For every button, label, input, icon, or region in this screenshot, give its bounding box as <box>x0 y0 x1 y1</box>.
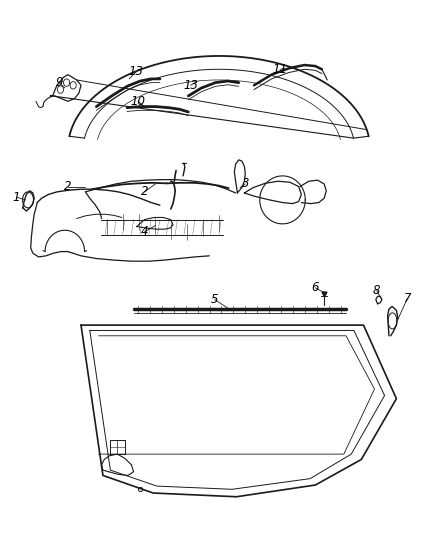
Text: 10: 10 <box>131 95 145 108</box>
Text: 3: 3 <box>241 177 249 190</box>
Text: 5: 5 <box>211 293 219 306</box>
Text: 4: 4 <box>141 225 148 238</box>
Text: 2: 2 <box>141 185 148 198</box>
Text: 13: 13 <box>128 66 143 78</box>
Text: 9: 9 <box>55 76 63 89</box>
Text: 7: 7 <box>403 292 411 305</box>
Text: 1: 1 <box>13 191 21 204</box>
Text: 6: 6 <box>311 281 319 294</box>
Text: 13: 13 <box>183 79 198 92</box>
Text: 2: 2 <box>64 180 72 193</box>
Text: 8: 8 <box>373 284 381 297</box>
Text: 11: 11 <box>273 63 288 76</box>
